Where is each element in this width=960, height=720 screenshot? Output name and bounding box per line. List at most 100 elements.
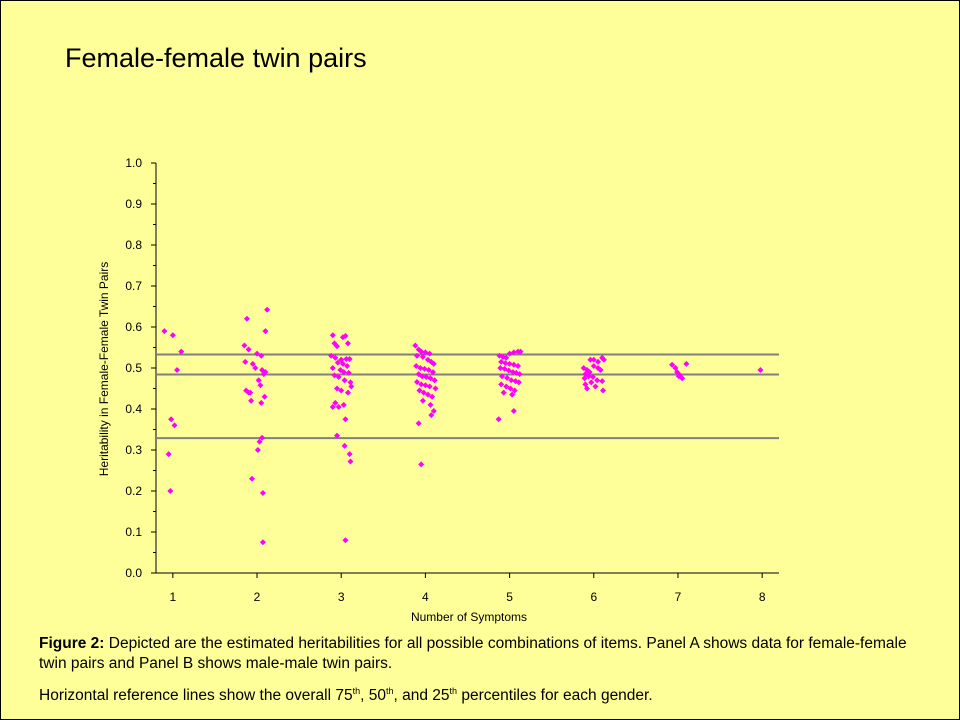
data-point xyxy=(335,374,342,381)
data-point xyxy=(332,354,339,361)
data-point xyxy=(343,355,350,362)
data-point xyxy=(341,377,348,384)
data-point xyxy=(683,360,690,367)
x-tick-label: 5 xyxy=(506,590,513,604)
caption-paragraph: Figure 2: Depicted are the estimated her… xyxy=(39,634,929,674)
data-point xyxy=(417,365,424,371)
slide-title: Female-female twin pairs xyxy=(65,43,367,73)
data-point xyxy=(419,373,426,380)
x-tick-label: 1 xyxy=(169,590,176,604)
y-tick-label: 0.2 xyxy=(125,484,142,498)
heritability-scatter-chart: 0.0 0.1 0.2 0.3 0.4 0.5 0.6 0.7 0.8 0.9 1.0 1 2 3 4 5 6 7… xyxy=(97,156,779,624)
data-point xyxy=(516,371,523,378)
data-point xyxy=(338,387,345,394)
data-point xyxy=(426,383,433,390)
data-point xyxy=(669,361,676,368)
data-point xyxy=(178,348,185,355)
data-point xyxy=(420,389,427,396)
data-point xyxy=(413,378,420,385)
data-point xyxy=(500,389,507,396)
y-tick-label: 1.0 xyxy=(125,156,142,170)
data-point xyxy=(426,350,433,357)
data-point xyxy=(431,377,438,384)
data-point xyxy=(334,359,341,366)
data-point xyxy=(515,379,522,386)
data-point xyxy=(339,360,346,367)
data-point xyxy=(503,383,510,390)
data-point xyxy=(259,539,266,546)
data-point xyxy=(419,353,426,360)
y-tick-label: 0.9 xyxy=(125,197,142,211)
data-point xyxy=(258,352,265,359)
data-point xyxy=(499,373,506,380)
data-point xyxy=(264,306,271,313)
data-point xyxy=(503,354,510,361)
x-tick-label: 8 xyxy=(759,590,766,604)
reference-line-note: Horizontal reference lines show the over… xyxy=(39,686,929,706)
note-prefix: Horizontal reference lines show the over… xyxy=(39,687,353,704)
data-point xyxy=(412,342,419,349)
note-sup: th xyxy=(386,685,394,696)
data-point xyxy=(252,365,259,371)
note-sup: th xyxy=(449,685,458,696)
data-point xyxy=(344,389,351,396)
data-point xyxy=(429,393,436,400)
data-point xyxy=(425,367,432,374)
x-tick-label: 2 xyxy=(254,590,261,604)
y-tick-label: 0.6 xyxy=(125,320,142,334)
data-point xyxy=(348,383,355,390)
caption-text: Depicted are the estimated heritabilitie… xyxy=(39,635,907,672)
caption-label: Figure 2: xyxy=(39,635,105,652)
data-point xyxy=(245,346,252,353)
data-point xyxy=(502,360,509,367)
note-mid: , 50 xyxy=(360,687,386,704)
data-point xyxy=(418,348,425,355)
x-tick-label: 7 xyxy=(675,590,682,604)
data-point xyxy=(419,397,426,404)
data-point xyxy=(430,360,437,367)
data-point xyxy=(424,391,431,398)
data-point xyxy=(171,422,178,429)
data-point xyxy=(507,385,514,392)
data-point xyxy=(340,369,347,376)
data-point xyxy=(168,416,175,423)
data-point xyxy=(342,333,349,340)
x-tick-label: 4 xyxy=(422,590,429,604)
data-point xyxy=(413,362,420,369)
data-point xyxy=(600,356,607,363)
data-point xyxy=(581,375,588,382)
y-tick-label: 0.4 xyxy=(125,402,142,416)
data-point xyxy=(413,352,420,359)
data-point xyxy=(416,387,423,394)
data-point xyxy=(247,389,254,396)
data-point xyxy=(346,355,353,362)
data-point xyxy=(497,365,504,371)
data-point xyxy=(329,332,336,339)
data-point xyxy=(174,367,181,374)
data-point xyxy=(510,349,517,356)
data-point xyxy=(675,373,682,380)
x-axis-label: Number of Symptoms xyxy=(411,610,527,624)
data-point xyxy=(346,451,353,458)
data-point xyxy=(584,385,591,392)
data-point xyxy=(257,382,264,389)
data-point xyxy=(167,488,174,494)
data-point xyxy=(586,369,593,376)
data-point xyxy=(341,442,348,449)
y-tick-label: 0.1 xyxy=(125,525,142,539)
data-point xyxy=(599,378,606,385)
data-point xyxy=(248,397,255,404)
data-point xyxy=(418,381,425,388)
y-tick-label: 0.7 xyxy=(125,279,142,293)
data-point xyxy=(259,434,266,441)
x-tick-label: 6 xyxy=(590,590,597,604)
data-point xyxy=(334,385,341,392)
data-point xyxy=(243,315,250,322)
y-tick-label: 0.5 xyxy=(125,361,142,375)
data-point xyxy=(258,399,265,406)
data-point xyxy=(511,387,518,394)
data-point xyxy=(340,401,347,408)
data-point xyxy=(242,358,249,365)
data-point xyxy=(415,420,422,427)
data-point xyxy=(585,373,592,380)
